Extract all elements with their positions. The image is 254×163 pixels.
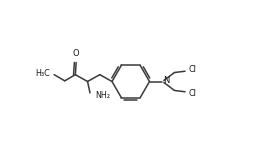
Text: N: N — [162, 76, 168, 85]
Text: NH₂: NH₂ — [95, 91, 110, 100]
Text: Cl: Cl — [188, 89, 196, 98]
Text: H₃C: H₃C — [35, 69, 49, 78]
Text: Cl: Cl — [188, 65, 196, 74]
Text: O: O — [73, 49, 79, 58]
